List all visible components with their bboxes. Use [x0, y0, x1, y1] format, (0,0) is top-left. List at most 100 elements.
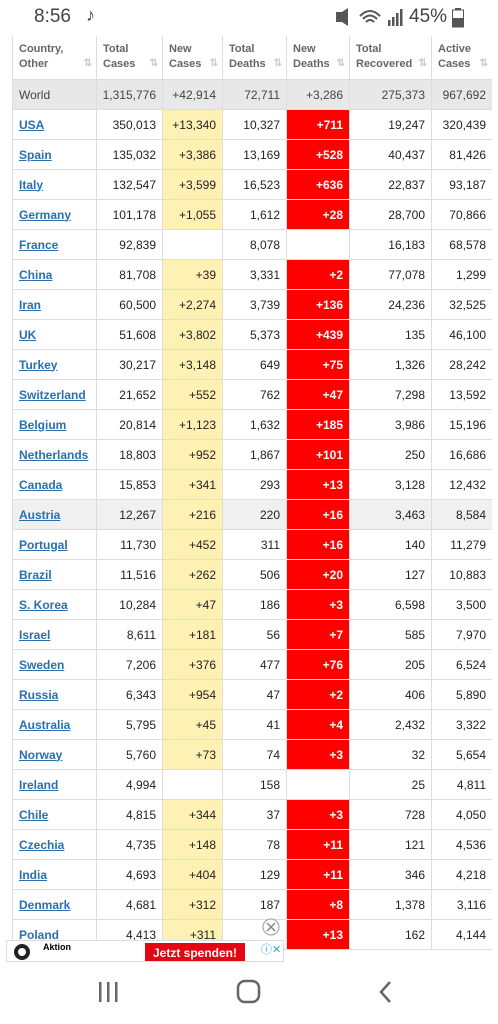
country-link[interactable]: Australia — [19, 717, 71, 732]
ad-banner[interactable]: Aktion Jetzt spenden! ⓘ✕ — [6, 940, 284, 962]
cell-text: 3,463 — [394, 507, 425, 522]
cell-text: +376 — [188, 657, 216, 672]
country-link[interactable]: Spain — [19, 147, 52, 162]
column-header[interactable]: New Deaths ⇅ — [287, 36, 350, 80]
total-deaths-cell: 37 — [223, 800, 287, 830]
new-deaths-cell: +13 — [287, 470, 350, 500]
country-cell: Israel — [13, 620, 97, 650]
home-button[interactable] — [235, 978, 263, 1006]
column-header[interactable]: New Cases ⇅ — [163, 36, 223, 80]
country-link[interactable]: Turkey — [19, 357, 58, 372]
new-deaths-cell: +136 — [287, 290, 350, 320]
country-link[interactable]: Netherlands — [19, 447, 89, 462]
country-link[interactable]: Ireland — [19, 777, 59, 792]
ad-button[interactable]: Jetzt spenden! — [145, 943, 245, 961]
sort-icon[interactable]: ⇅ — [209, 58, 218, 69]
total-recovered-cell: 121 — [350, 830, 432, 860]
cell-text: 25 — [411, 777, 425, 792]
cell-text: 220 — [259, 507, 280, 522]
active-cases-cell: 4,811 — [432, 770, 492, 800]
active-cases-cell: 7,970 — [432, 620, 492, 650]
cell-text: 32,525 — [449, 297, 486, 312]
cell-text: 4,681 — [125, 897, 156, 912]
total-cases-cell: 4,681 — [97, 890, 163, 920]
country-link[interactable]: Canada — [19, 477, 63, 492]
column-header[interactable]: Total Cases ⇅ — [97, 36, 163, 80]
country-link[interactable]: USA — [19, 117, 45, 132]
sort-icon[interactable]: ⇅ — [83, 58, 92, 69]
cell-text: 4,811 — [456, 777, 486, 792]
sort-icon[interactable]: ⇅ — [273, 58, 282, 69]
country-link[interactable]: Iran — [19, 297, 42, 312]
cell-text: 77,078 — [388, 267, 425, 282]
cell-text: +148 — [188, 837, 216, 852]
ad-info[interactable]: ⓘ✕ — [261, 944, 282, 956]
column-header[interactable]: Country, Other ⇅ — [13, 36, 97, 80]
battery-level: 45% — [409, 6, 448, 27]
total-recovered-cell: 275,373 — [350, 80, 432, 110]
cell-text: 32 — [411, 747, 425, 762]
cell-text: 6,524 — [455, 657, 486, 672]
country-link[interactable]: Sweden — [19, 657, 65, 672]
cell-text: 4,413 — [125, 927, 156, 942]
cell-text: +636 — [315, 177, 343, 192]
country-link[interactable]: UK — [19, 327, 37, 342]
column-header[interactable]: Total Deaths ⇅ — [223, 36, 287, 80]
cell-text: 7,970 — [455, 627, 486, 642]
country-link[interactable]: Czechia — [19, 837, 65, 852]
total-recovered-cell: 1,378 — [350, 890, 432, 920]
country-link[interactable]: France — [19, 237, 59, 252]
cell-text: +136 — [315, 297, 343, 312]
cell-text: 78 — [266, 837, 280, 852]
recents-button[interactable] — [96, 980, 122, 1004]
cell-text: 762 — [259, 387, 280, 402]
cell-text: 11,516 — [120, 567, 156, 582]
country-link[interactable]: Belgium — [19, 417, 67, 432]
total-cases-cell: 1,315,776 — [97, 80, 163, 110]
country-link[interactable]: Austria — [19, 507, 61, 522]
sort-icon[interactable]: ⇅ — [149, 58, 158, 69]
country-link[interactable]: Switzerland — [19, 387, 86, 402]
total-deaths-cell: 506 — [223, 560, 287, 590]
country-link[interactable]: India — [19, 867, 48, 882]
column-header[interactable]: Total Recovered ⇅ — [350, 36, 432, 80]
column-header[interactable]: Active Cases ⇅ — [432, 36, 492, 80]
country-link[interactable]: Denmark — [19, 897, 71, 912]
country-link[interactable]: Norway — [19, 747, 63, 762]
header-text: Total — [103, 43, 129, 55]
total-cases-cell: 135,032 — [97, 140, 163, 170]
cell-text: 16,523 — [243, 177, 280, 192]
header-text: Cases — [169, 58, 202, 70]
country-link[interactable]: Portugal — [19, 537, 68, 552]
country-link[interactable]: S. Korea — [19, 597, 68, 612]
total-recovered-cell: 6,598 — [350, 590, 432, 620]
total-deaths-cell: 158 — [223, 770, 287, 800]
total-deaths-cell: 477 — [223, 650, 287, 680]
country-cell: Australia — [13, 710, 97, 740]
country-link[interactable]: Chile — [19, 807, 49, 822]
sort-icon[interactable]: ⇅ — [479, 58, 488, 69]
new-deaths-cell: +20 — [287, 560, 350, 590]
country-link[interactable]: Poland — [19, 927, 60, 942]
country-link[interactable]: Israel — [19, 627, 51, 642]
country-link[interactable]: Russia — [19, 687, 59, 702]
country-link[interactable]: Italy — [19, 177, 44, 192]
cell-text: 1,378 — [394, 897, 425, 912]
cell-text: +76 — [322, 657, 343, 672]
total-recovered-cell: 3,463 — [350, 500, 432, 530]
ad-close[interactable] — [262, 918, 280, 936]
country-link[interactable]: Germany — [19, 207, 72, 222]
back-button[interactable] — [376, 979, 396, 1005]
sort-icon[interactable]: ⇅ — [418, 58, 427, 69]
sort-icon[interactable]: ⇅ — [336, 58, 345, 69]
country-link[interactable]: Brazil — [19, 567, 52, 582]
country-cell: China — [13, 260, 97, 290]
country-cell: India — [13, 860, 97, 890]
total-cases-cell: 81,708 — [97, 260, 163, 290]
cell-text: +28 — [322, 207, 343, 222]
cell-text: +1,055 — [178, 207, 216, 222]
country-link[interactable]: China — [19, 267, 53, 282]
cell-text: +11 — [323, 867, 343, 882]
total-deaths-cell: 3,739 — [223, 290, 287, 320]
total-cases-cell: 60,500 — [97, 290, 163, 320]
